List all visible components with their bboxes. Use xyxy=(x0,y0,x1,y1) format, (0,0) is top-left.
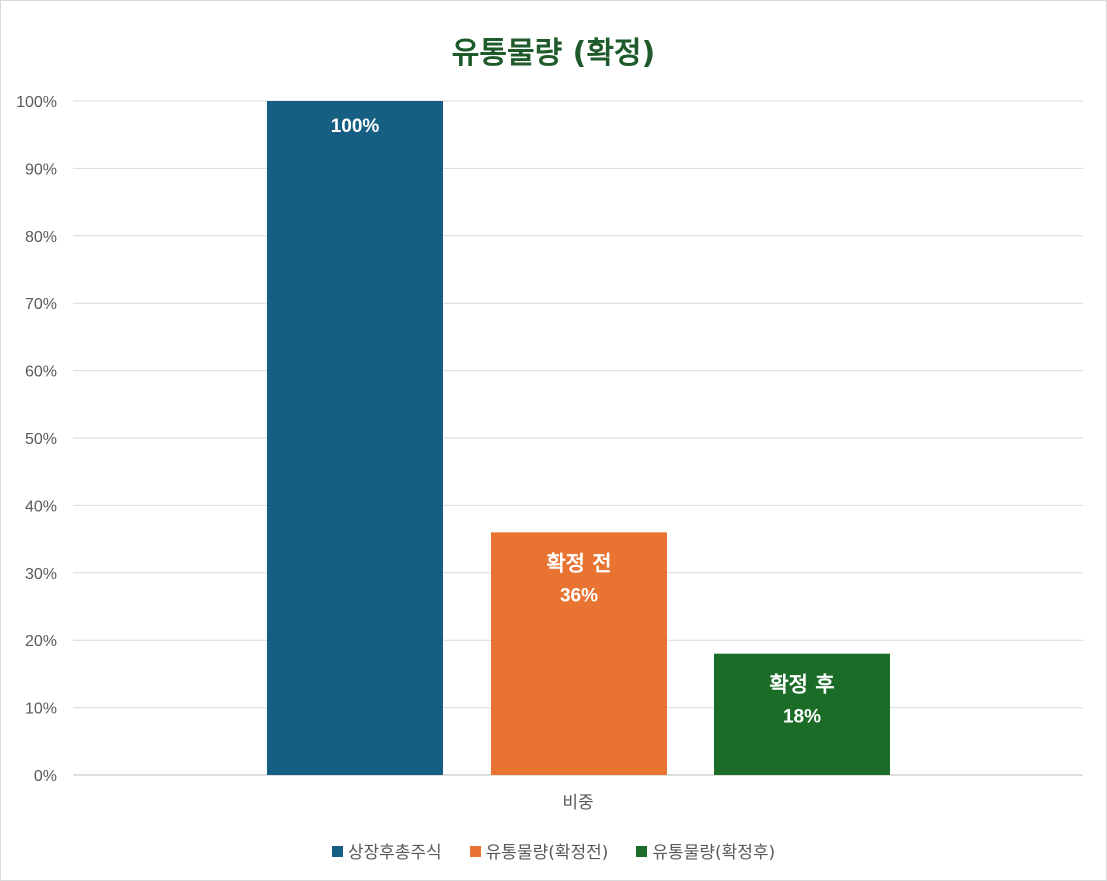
legend-item: 유통물량(확정후) xyxy=(636,838,775,863)
y-tick-label: 20% xyxy=(25,633,57,650)
data-label: 18% xyxy=(783,707,821,728)
legend-label: 상장후총주식 xyxy=(347,843,442,863)
legend-label: 유통물량(확정전) xyxy=(485,843,609,863)
legend-swatch xyxy=(636,846,648,857)
bar xyxy=(491,532,667,775)
y-tick-label: 30% xyxy=(25,566,57,583)
bar xyxy=(714,653,890,775)
legend-item: 유통물량(확정전) xyxy=(469,838,609,863)
y-tick-label: 60% xyxy=(25,364,57,381)
y-tick-label: 10% xyxy=(25,701,57,718)
x-category-label: 비중 xyxy=(562,793,593,813)
x-axis: 비중 xyxy=(562,793,593,813)
chart-title: 유통물량 (확정) xyxy=(451,36,656,71)
legend: 상장후총주식 유통물량(확정전) 유통물량(확정후) xyxy=(0,838,1107,863)
y-tick-label: 50% xyxy=(25,431,57,448)
data-label-name: 확정 전 xyxy=(546,551,611,575)
legend-item: 상장후총주식 xyxy=(331,838,442,863)
y-tick-label: 0% xyxy=(34,768,57,785)
data-label: 36% xyxy=(560,585,598,606)
legend-swatch xyxy=(469,846,481,857)
bar xyxy=(267,101,443,775)
y-tick-label: 70% xyxy=(25,296,57,313)
y-tick-label: 80% xyxy=(25,229,57,246)
gridlines xyxy=(73,100,1083,776)
legend-swatch xyxy=(331,846,343,857)
bars: 100% 확정 전 36% 확정 후 18% xyxy=(267,101,890,775)
y-tick-label: 100% xyxy=(16,94,57,111)
legend-label: 유통물량(확정후) xyxy=(652,843,776,863)
data-label: 100% xyxy=(331,116,380,137)
data-label-name: 확정 후 xyxy=(769,673,834,697)
y-axis-ticks: 0% 10% 20% 30% 40% 50% 60% 70% 80% 90% 100% xyxy=(16,94,57,785)
y-tick-label: 40% xyxy=(25,498,57,515)
y-tick-label: 90% xyxy=(25,161,57,178)
